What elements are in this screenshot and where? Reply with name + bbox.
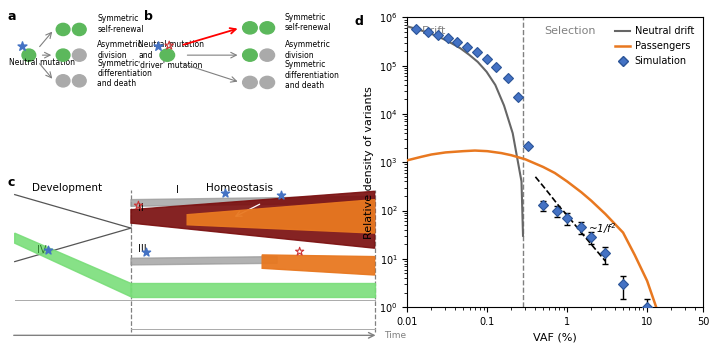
Circle shape (260, 49, 275, 61)
Text: II: II (138, 203, 144, 213)
Polygon shape (262, 255, 375, 275)
Circle shape (160, 49, 174, 61)
X-axis label: VAF (%): VAF (%) (534, 332, 577, 342)
Circle shape (56, 75, 70, 87)
Text: I: I (176, 185, 179, 195)
Text: III: III (138, 244, 147, 254)
Text: ~1/f$^2$: ~1/f$^2$ (588, 221, 616, 236)
Circle shape (72, 23, 87, 36)
Text: Asymmetric
division: Asymmetric division (97, 40, 143, 60)
Point (275, 192, 287, 198)
Text: a: a (7, 10, 16, 23)
Circle shape (72, 75, 87, 87)
Text: b: b (144, 10, 153, 23)
Point (133, 203, 144, 208)
Text: c: c (7, 176, 14, 189)
Circle shape (72, 49, 87, 61)
Text: Selection: Selection (544, 26, 596, 36)
Point (152, 43, 164, 48)
Circle shape (243, 22, 257, 34)
Text: d: d (354, 15, 363, 28)
Circle shape (56, 23, 70, 36)
Circle shape (243, 76, 257, 89)
Point (16, 44, 27, 49)
Point (164, 43, 175, 48)
Legend: Neutral drift, Passengers, Simulation: Neutral drift, Passengers, Simulation (611, 22, 698, 70)
Point (140, 249, 151, 254)
Text: Time: Time (384, 331, 406, 340)
Text: Symmetric
self-renewal: Symmetric self-renewal (97, 14, 143, 34)
Polygon shape (14, 233, 131, 297)
Text: Neutral mutation
and
'driver' mutation: Neutral mutation and 'driver' mutation (138, 40, 205, 70)
Polygon shape (131, 283, 375, 297)
Text: Development: Development (32, 183, 102, 193)
Circle shape (56, 49, 70, 61)
Text: Symmetric
differentiation
and death: Symmetric differentiation and death (97, 59, 152, 88)
Text: Symmetric
differentiation
and death: Symmetric differentiation and death (285, 60, 340, 90)
Polygon shape (131, 191, 375, 248)
Point (219, 190, 231, 196)
Point (294, 249, 306, 254)
Text: Homeostasis: Homeostasis (206, 183, 273, 193)
Text: IV: IV (37, 245, 47, 255)
Circle shape (260, 76, 275, 89)
Point (43, 247, 54, 253)
Polygon shape (187, 200, 375, 233)
Text: Neutral mutation: Neutral mutation (9, 58, 75, 67)
Text: Symmetric
self-renewal: Symmetric self-renewal (285, 13, 331, 32)
Circle shape (243, 49, 257, 61)
Polygon shape (131, 257, 277, 265)
Circle shape (22, 49, 36, 61)
Circle shape (260, 22, 275, 34)
Text: Asymmetric
division: Asymmetric division (285, 40, 330, 60)
Polygon shape (131, 196, 375, 206)
Y-axis label: Relative density of variants: Relative density of variants (363, 86, 373, 239)
Text: Drift: Drift (422, 26, 446, 36)
